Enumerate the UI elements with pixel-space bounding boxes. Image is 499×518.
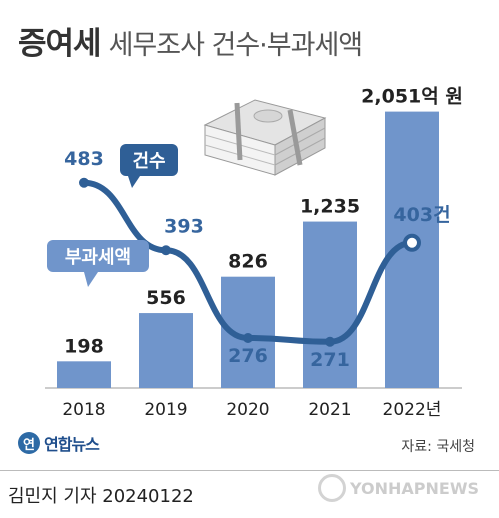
- line-point: [161, 245, 171, 255]
- bar: [57, 361, 111, 388]
- line-value-label: 483: [64, 148, 104, 170]
- bar-value-label: 198: [64, 335, 104, 357]
- reporter-credit: 김민지 기자 20240122: [8, 482, 194, 508]
- bar: [139, 313, 193, 388]
- line-value-label: 276: [228, 345, 268, 367]
- tag-pointer: [84, 272, 98, 287]
- bar-series-tag: 부과세액: [47, 240, 149, 287]
- yonhap-logo: 연 연합뉴스: [18, 431, 99, 455]
- x-tick-label: 2021: [308, 400, 351, 420]
- line-value-label: 403건: [393, 204, 450, 226]
- watermark: YONHAPNEWS: [318, 474, 479, 502]
- logo-text: 연합뉴스: [44, 431, 99, 455]
- line-point: [325, 337, 335, 347]
- bar-value-label: 826: [228, 251, 268, 273]
- x-tick-label: 2018: [62, 400, 105, 420]
- bar-value-label: 556: [146, 287, 186, 309]
- x-tick-label: 2022년: [383, 400, 442, 420]
- line-value-label: 271: [310, 349, 350, 371]
- line-value-label: 393: [164, 215, 204, 237]
- line-point: [79, 178, 89, 188]
- line-point: [243, 333, 253, 343]
- watermark-logo-icon: [318, 474, 346, 502]
- logo-icon: 연: [18, 432, 40, 454]
- bar-value-label: 2,051억 원: [361, 86, 463, 108]
- watermark-text: YONHAPNEWS: [350, 479, 479, 498]
- line-series-tag: 건수: [120, 144, 178, 188]
- money-stack-icon: [205, 100, 325, 175]
- tag-label: 건수: [132, 151, 165, 172]
- bar-value-label: 1,235: [300, 196, 360, 218]
- line-end-marker: [405, 236, 419, 250]
- tag-pointer: [128, 176, 140, 188]
- x-tick-label: 2020: [226, 400, 269, 420]
- footer-divider: [0, 470, 499, 471]
- x-tick-label: 2019: [144, 400, 187, 420]
- source-note: 자료: 국세청: [401, 436, 475, 456]
- tag-label: 부과세액: [65, 247, 131, 268]
